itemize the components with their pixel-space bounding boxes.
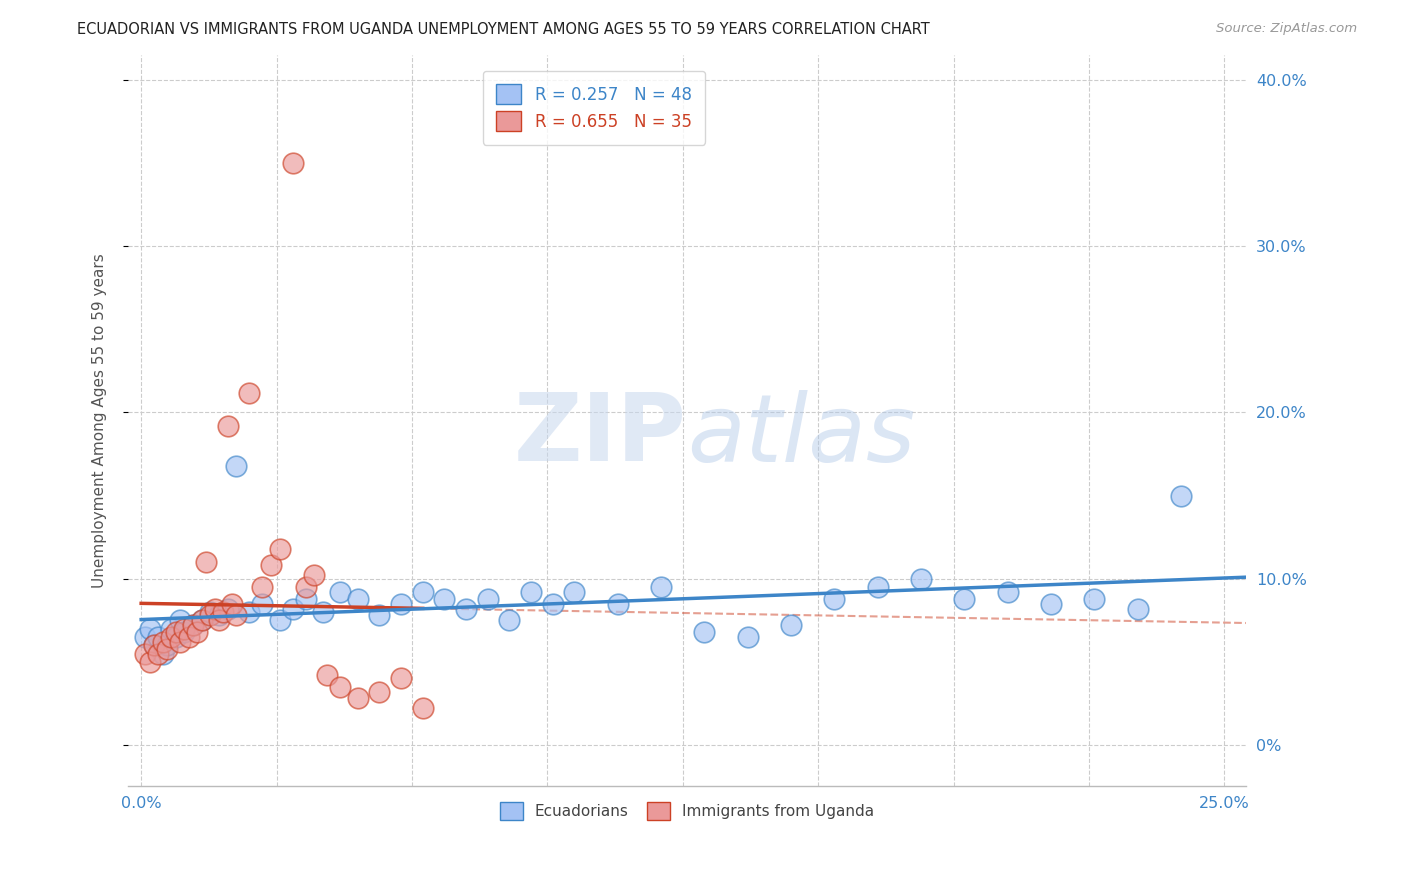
Point — [368, 684, 391, 698]
Point — [191, 613, 214, 627]
Point — [606, 597, 628, 611]
Point — [477, 591, 499, 606]
Point — [173, 624, 195, 639]
Point — [953, 591, 976, 606]
Point — [520, 585, 543, 599]
Point — [169, 613, 191, 627]
Point — [252, 597, 274, 611]
Point — [433, 591, 456, 606]
Point — [160, 630, 183, 644]
Point — [181, 618, 204, 632]
Point — [329, 585, 352, 599]
Point — [195, 555, 218, 569]
Point — [134, 647, 156, 661]
Point — [208, 608, 231, 623]
Point — [143, 638, 166, 652]
Point — [1083, 591, 1105, 606]
Point — [866, 580, 889, 594]
Point — [148, 630, 170, 644]
Point — [225, 458, 247, 473]
Point — [200, 605, 222, 619]
Point — [346, 591, 368, 606]
Point — [389, 597, 412, 611]
Point — [165, 630, 187, 644]
Y-axis label: Unemployment Among Ages 55 to 59 years: Unemployment Among Ages 55 to 59 years — [93, 253, 107, 588]
Point — [737, 630, 759, 644]
Point — [1170, 489, 1192, 503]
Point — [204, 601, 226, 615]
Point — [177, 630, 200, 644]
Point — [910, 572, 932, 586]
Point — [541, 597, 564, 611]
Text: Source: ZipAtlas.com: Source: ZipAtlas.com — [1216, 22, 1357, 36]
Point — [997, 585, 1019, 599]
Point — [143, 638, 166, 652]
Point — [148, 647, 170, 661]
Point — [156, 641, 179, 656]
Text: ZIP: ZIP — [515, 390, 688, 482]
Point — [412, 701, 434, 715]
Point — [169, 635, 191, 649]
Point — [186, 624, 208, 639]
Point — [693, 624, 716, 639]
Point — [252, 580, 274, 594]
Point — [295, 580, 318, 594]
Point — [269, 613, 291, 627]
Point — [346, 691, 368, 706]
Point — [238, 385, 260, 400]
Point — [389, 672, 412, 686]
Point — [281, 156, 304, 170]
Point — [498, 613, 520, 627]
Point — [260, 558, 283, 573]
Point — [139, 655, 162, 669]
Point — [316, 668, 339, 682]
Point — [134, 630, 156, 644]
Point — [217, 418, 239, 433]
Point — [217, 601, 239, 615]
Point — [208, 613, 231, 627]
Point — [152, 647, 174, 661]
Text: ECUADORIAN VS IMMIGRANTS FROM UGANDA UNEMPLOYMENT AMONG AGES 55 TO 59 YEARS CORR: ECUADORIAN VS IMMIGRANTS FROM UGANDA UNE… — [77, 22, 931, 37]
Point — [181, 618, 204, 632]
Point — [780, 618, 803, 632]
Point — [200, 608, 222, 623]
Point — [225, 608, 247, 623]
Point — [156, 638, 179, 652]
Point — [412, 585, 434, 599]
Point — [212, 605, 235, 619]
Point — [329, 680, 352, 694]
Point — [139, 622, 162, 636]
Point — [160, 622, 183, 636]
Point — [650, 580, 672, 594]
Point — [173, 622, 195, 636]
Point — [1126, 601, 1149, 615]
Point — [238, 605, 260, 619]
Point — [152, 635, 174, 649]
Text: atlas: atlas — [688, 390, 915, 481]
Point — [165, 624, 187, 639]
Point — [368, 608, 391, 623]
Point — [191, 613, 214, 627]
Point — [312, 605, 335, 619]
Point — [456, 601, 478, 615]
Point — [221, 597, 243, 611]
Point — [295, 591, 318, 606]
Point — [1040, 597, 1063, 611]
Point — [304, 568, 326, 582]
Point — [269, 541, 291, 556]
Point — [281, 601, 304, 615]
Legend: Ecuadorians, Immigrants from Uganda: Ecuadorians, Immigrants from Uganda — [494, 796, 880, 826]
Point — [823, 591, 845, 606]
Point — [564, 585, 586, 599]
